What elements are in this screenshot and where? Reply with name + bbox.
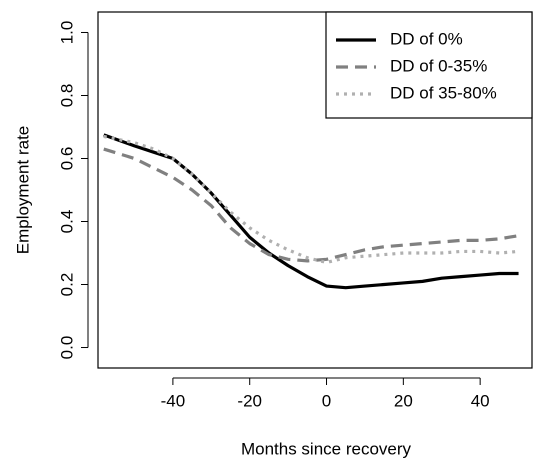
x-axis-label: Months since recovery: [241, 439, 412, 458]
x-tick-label: 0: [322, 391, 331, 410]
y-tick-label: 1.0: [57, 21, 76, 45]
y-tick-label: 0.2: [57, 273, 76, 297]
x-tick-label: -20: [237, 391, 262, 410]
series-line: [103, 133, 519, 290]
series-line: [103, 147, 519, 263]
series-line: [103, 134, 519, 265]
legend-label: DD of 35-80%: [390, 83, 497, 102]
legend-box: [325, 11, 533, 119]
x-tick-label: 40: [471, 391, 490, 410]
x-tick-label: 20: [394, 391, 413, 410]
plot-box: [97, 11, 533, 369]
y-tick-label: 0.8: [57, 84, 76, 108]
legend-label: DD of 0-35%: [390, 56, 487, 75]
y-tick-label: 0.6: [57, 147, 76, 171]
y-axis-label: Employment rate: [13, 126, 32, 255]
y-tick-label: 0.4: [57, 210, 76, 234]
y-tick-label: 0.0: [57, 336, 76, 360]
legend-label: DD of 0%: [390, 29, 463, 48]
x-tick-label: -40: [161, 391, 186, 410]
